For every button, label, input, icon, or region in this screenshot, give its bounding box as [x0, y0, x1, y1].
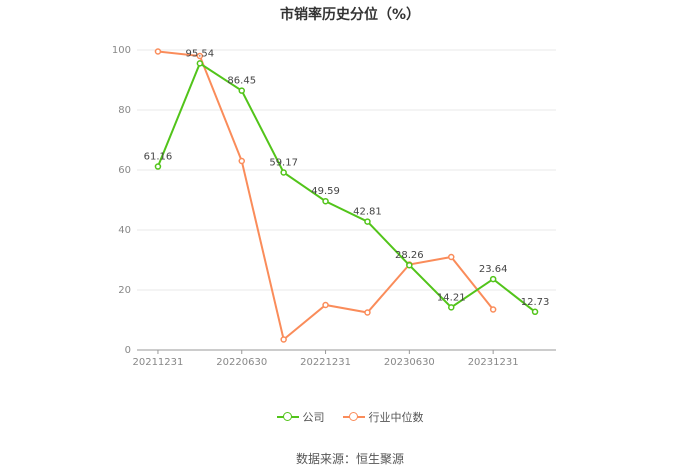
x-tick-label: 20220630: [216, 357, 267, 368]
y-tick-label: 40: [118, 225, 131, 236]
data-point-industry-median: [322, 301, 329, 309]
x-tick-label: 20230630: [384, 357, 435, 368]
data-label: 42.81: [353, 207, 382, 218]
y-tick-label: 80: [118, 105, 131, 116]
data-label: 14.21: [437, 292, 466, 303]
legend-swatch-company: [276, 412, 299, 422]
data-source: 数据来源：恒生聚源: [295, 452, 404, 466]
data-point-company: [154, 163, 162, 170]
x-axis: 20211231 20220630 20221231 20230630 20231231: [132, 349, 556, 368]
legend-label-industry-median: 行业中位数: [368, 411, 424, 424]
x-tick-label: 20211231: [132, 357, 183, 368]
y-tick-label: 100: [112, 45, 131, 56]
y-axis-ticks: 0 20 40 60 80 100: [112, 45, 131, 356]
data-point-company: [531, 308, 539, 316]
data-point-industry-median: [280, 336, 287, 343]
legend-item-company[interactable]: 公司: [276, 409, 325, 425]
data-labels: 61.16 95.54 86.45 59.17 49.59 42.81 28.26 14.21…: [144, 48, 550, 307]
data-label: 59.17: [269, 157, 298, 168]
data-label: 28.26: [395, 250, 424, 261]
data-point-company: [364, 218, 371, 225]
data-label: 49.59: [311, 186, 340, 197]
series-layer: [154, 48, 539, 343]
series-line-company: [157, 61, 536, 313]
data-point-company: [406, 261, 413, 269]
legend-label-company: 公司: [302, 411, 325, 424]
legend-swatch-industry-median: [342, 412, 365, 422]
data-label: 12.73: [521, 297, 550, 308]
legend: 公司 行业中位数: [0, 409, 700, 425]
x-tick-label: 20221231: [300, 357, 351, 368]
data-label: 23.64: [479, 264, 508, 275]
legend-item-industry-median[interactable]: 行业中位数: [342, 409, 424, 425]
grid-lines: [137, 49, 556, 351]
data-point-company: [489, 275, 497, 283]
data-point-industry-median: [196, 52, 204, 60]
y-tick-label: 0: [125, 345, 131, 356]
data-point-industry-median: [489, 306, 497, 313]
data-point-industry-median: [154, 48, 162, 55]
chart-title: 市销率历史分位（%）: [279, 7, 421, 23]
data-point-company: [448, 304, 455, 311]
y-tick-label: 20: [118, 285, 131, 296]
data-point-industry-median: [364, 309, 371, 316]
data-point-company: [238, 87, 245, 94]
y-tick-label: 60: [118, 165, 131, 176]
data-point-industry-median: [238, 157, 245, 165]
data-point-industry-median: [448, 253, 455, 261]
data-label: 95.54: [186, 48, 215, 59]
x-tick-label: 20231231: [468, 357, 519, 368]
data-point-company: [280, 169, 287, 176]
data-point-company: [322, 197, 329, 205]
data-label: 86.45: [227, 76, 256, 87]
data-point-company: [196, 60, 204, 67]
data-label: 61.16: [144, 152, 173, 163]
